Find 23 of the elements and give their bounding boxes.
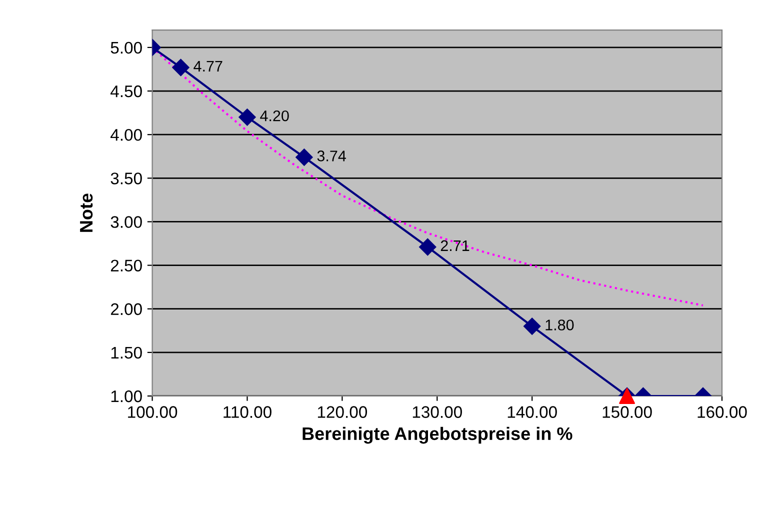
x-tick-label: 110.00 xyxy=(224,406,272,418)
data-label: 3.74 xyxy=(317,150,346,162)
y-tick-label: 3.50 xyxy=(110,172,142,184)
x-tick-label: 140.00 xyxy=(508,406,557,418)
x-tick-label: 120.00 xyxy=(318,406,368,418)
x-axis-title: Bereinigte Angebotspreise in % xyxy=(302,426,572,444)
x-tick-label: 160.00 xyxy=(698,406,747,418)
y-tick-label: 4.50 xyxy=(110,85,142,98)
x-tick-label: 130.00 xyxy=(412,406,462,418)
y-tick-label: 1.00 xyxy=(111,390,142,402)
y-tick-label: 1.50 xyxy=(111,346,142,359)
x-tick-label: 150.00 xyxy=(602,406,652,418)
data-label: 1.80 xyxy=(546,320,574,330)
data-label: 4.20 xyxy=(260,110,289,122)
y-tick-label: 2.00 xyxy=(110,303,142,316)
y-axis-title: Note xyxy=(80,194,93,232)
y-tick-label: 3.00 xyxy=(110,216,142,228)
y-tick-label: 4.00 xyxy=(110,128,142,141)
y-tick-label: 2.50 xyxy=(110,260,142,272)
data-label: 2.71 xyxy=(440,240,470,251)
y-tick-label: 5.00 xyxy=(110,42,142,54)
data-label: 4.77 xyxy=(194,60,222,72)
x-tick-label: 100.00 xyxy=(128,406,178,418)
